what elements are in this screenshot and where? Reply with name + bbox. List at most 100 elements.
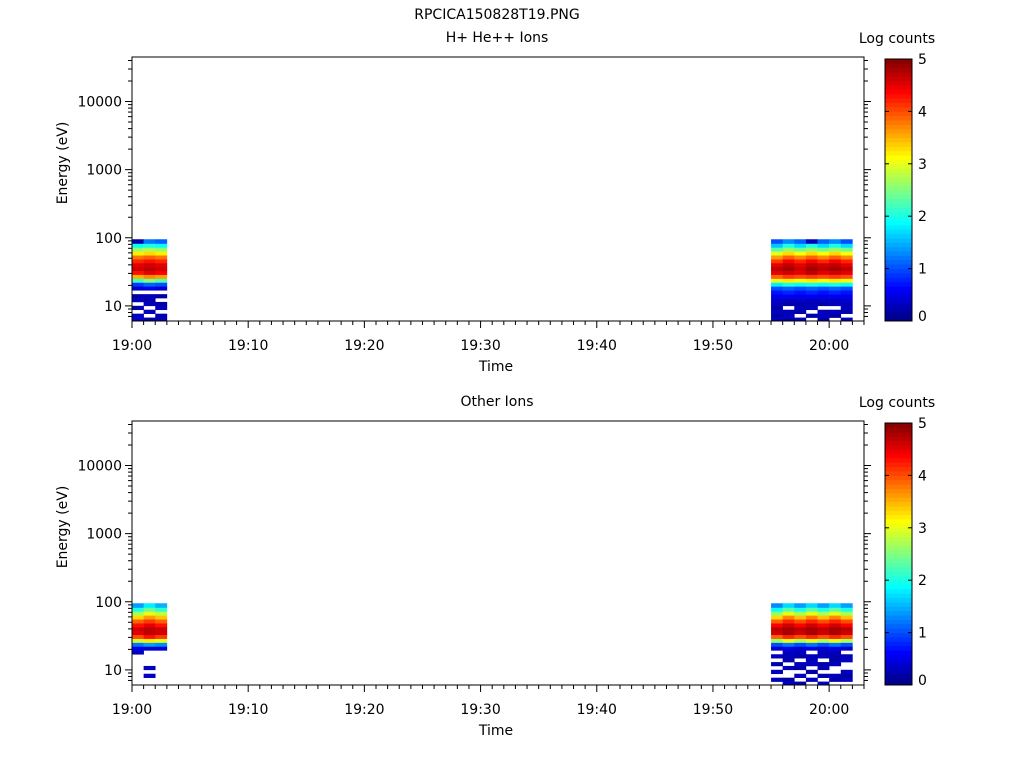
heatmap-cell: [143, 627, 156, 632]
colorbar-swatch: [885, 107, 912, 112]
heatmap-cell: [829, 662, 842, 667]
heatmap-cell: [782, 317, 795, 322]
heatmap-cell: [805, 247, 818, 252]
heatmap-cell: [132, 619, 144, 624]
heatmap-cell: [805, 630, 818, 636]
heatmap-cell: [829, 313, 842, 318]
colorbar-swatch: [885, 59, 912, 64]
heatmap-cell: [817, 611, 830, 616]
heatmap-cell: [817, 255, 830, 260]
colorbar-swatch: [885, 562, 912, 568]
heatmap-cell: [132, 278, 144, 283]
colorbar-swatch: [885, 290, 912, 296]
heatmap-cell: [782, 650, 795, 655]
heatmap-cell: [143, 309, 156, 314]
heatmap-cell: [829, 615, 842, 620]
heatmap-cell: [817, 615, 830, 620]
heatmap-cell: [829, 658, 842, 663]
heatmap-cell: [143, 270, 156, 275]
heatmap-cell: [840, 286, 853, 291]
heatmap-cell: [794, 634, 807, 639]
heatmap-cell: [782, 677, 795, 682]
heatmap-cell: [771, 615, 783, 620]
heatmap-cell: [143, 638, 156, 643]
heatmap-cell: [840, 270, 853, 275]
colorbar-swatch: [885, 277, 912, 283]
heatmap-cell: [771, 243, 783, 248]
heatmap-cell: [782, 313, 795, 318]
heatmap-cell: [132, 638, 144, 643]
heatmap-cell: [132, 294, 144, 299]
colorbar-swatch: [885, 427, 912, 433]
colorbar-swatch: [885, 532, 912, 537]
x-axis-label: Time: [478, 359, 513, 375]
heatmap-cell: [829, 255, 842, 260]
heatmap-cell: [143, 642, 156, 647]
heatmap-cell: [829, 630, 842, 636]
heatmap-cell: [840, 669, 853, 675]
heatmap-cell: [771, 259, 783, 264]
heatmap-cell: [143, 263, 156, 268]
heatmap-cell: [782, 298, 795, 303]
heatmap-cell: [771, 239, 783, 244]
heatmap-cell: [143, 259, 156, 264]
heatmap-cell: [840, 309, 853, 314]
colorbar-swatch: [885, 168, 912, 173]
heatmap-cell: [840, 627, 853, 632]
colorbar-swatch: [885, 436, 912, 441]
heatmap-cell: [782, 247, 795, 252]
plot-frame: [131, 420, 865, 686]
colorbar-swatch: [885, 554, 912, 559]
heatmap-cell: [794, 681, 807, 686]
heatmap-cell: [840, 251, 853, 256]
colorbar-swatch: [885, 303, 912, 309]
heatmap-cell: [771, 247, 783, 252]
x-tick-label: 19:40: [577, 702, 617, 718]
heatmap-cell: [817, 282, 830, 287]
colorbar-swatch: [885, 238, 912, 243]
colorbar-swatch: [885, 654, 912, 660]
colorbar-swatch: [885, 98, 912, 104]
colorbar-swatch: [885, 423, 912, 428]
heatmap-cell: [805, 251, 818, 256]
colorbar-swatch: [885, 444, 912, 450]
heatmap-cell: [132, 615, 144, 620]
heatmap-cell: [782, 259, 795, 264]
colorbar-swatch: [885, 115, 912, 121]
heatmap-cell: [794, 239, 807, 244]
colorbar-swatch: [885, 146, 912, 152]
heatmap-cell: [817, 266, 830, 272]
colorbar-swatch: [885, 137, 912, 143]
heatmap-cell: [794, 673, 807, 678]
heatmap-cell: [817, 673, 830, 678]
colorbar-swatch: [885, 610, 912, 616]
plot-area: 10 100 1000 10000 19:00 19:10 19:20 19:30 19:40 1…: [55, 420, 871, 739]
colorbar-swatch: [885, 549, 912, 555]
colorbar-swatch: [885, 650, 912, 655]
heatmap-cell: [794, 290, 807, 295]
colorbar-swatch: [885, 462, 912, 468]
heatmap-cell: [782, 654, 795, 659]
colorbar-swatch: [885, 93, 912, 99]
heatmap-cell: [840, 607, 853, 612]
colorbar-swatch: [885, 497, 912, 502]
heatmap-cell: [155, 259, 168, 264]
colorbar-swatch: [885, 475, 912, 481]
heatmap-cell: [817, 646, 830, 651]
panel-h-he-ions: H+ He++ Ions Log counts 1010010001000019…: [55, 30, 935, 375]
colorbar-swatch: [885, 623, 912, 629]
heatmap-cell: [782, 623, 795, 628]
heatmap-cell: [155, 243, 168, 248]
heatmap-cell: [155, 646, 168, 651]
heatmap-cell: [771, 313, 783, 318]
heatmap-cell: [155, 627, 168, 632]
x-tick-label: 19:10: [228, 338, 268, 354]
heatmap-cell: [840, 247, 853, 252]
heatmap-cell: [805, 669, 818, 675]
heatmap-cell: [782, 634, 795, 639]
heatmap-cell: [155, 630, 168, 636]
heatmap-cell: [771, 263, 783, 268]
heatmap-cell: [155, 313, 168, 318]
heatmap-cell: [805, 263, 818, 268]
colorbar-swatch: [885, 484, 912, 489]
